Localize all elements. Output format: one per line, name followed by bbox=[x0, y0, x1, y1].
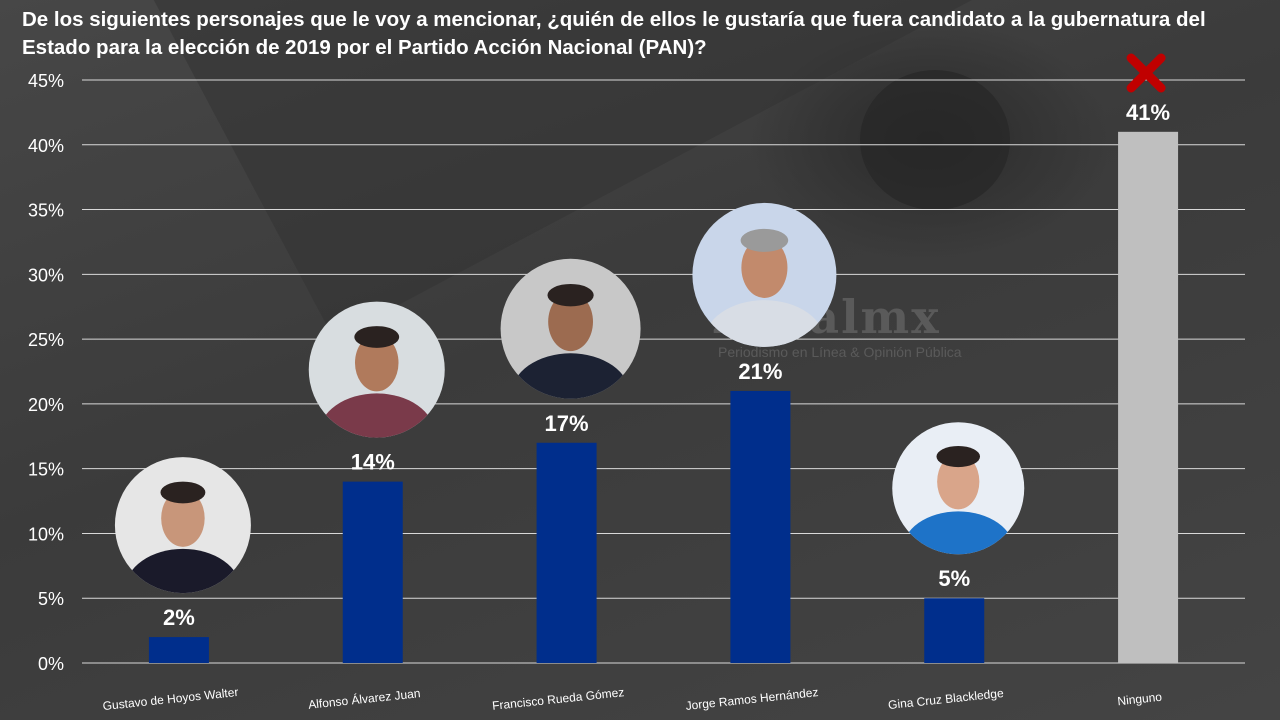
bar bbox=[730, 390, 791, 663]
data-label: 41% bbox=[1126, 100, 1170, 125]
photo-body bbox=[703, 300, 826, 347]
photo-hair bbox=[160, 481, 206, 504]
y-tick-label: 45% bbox=[28, 71, 64, 91]
bar bbox=[924, 598, 985, 663]
photo-face bbox=[548, 292, 593, 352]
y-tick-label: 30% bbox=[28, 265, 64, 285]
bar bbox=[148, 637, 209, 663]
x-tick-label: Jorge Ramos Hernández bbox=[685, 685, 819, 713]
photo-hair bbox=[740, 228, 789, 252]
background-cup bbox=[860, 70, 1010, 210]
photo-face bbox=[354, 334, 399, 392]
x-tick-label: Alfonso Álvarez Juan bbox=[307, 685, 421, 712]
y-tick-label: 35% bbox=[28, 201, 64, 221]
data-label: 21% bbox=[738, 359, 782, 384]
y-tick-label: 5% bbox=[38, 589, 64, 609]
photo-body bbox=[902, 511, 1015, 555]
y-tick-label: 20% bbox=[28, 395, 64, 415]
photo-face bbox=[937, 453, 980, 510]
bar bbox=[342, 481, 403, 663]
cross-mark-stroke bbox=[1126, 53, 1166, 93]
data-label: 2% bbox=[163, 605, 195, 630]
y-tick-label: 10% bbox=[28, 524, 64, 544]
bar bbox=[1118, 131, 1179, 664]
photo-hair bbox=[936, 445, 981, 468]
data-label: 14% bbox=[351, 450, 395, 475]
x-tick-label: Gina Cruz Blackledge bbox=[887, 686, 1004, 712]
y-tick-label: 25% bbox=[28, 330, 64, 350]
photo-hair bbox=[547, 283, 594, 307]
bar bbox=[536, 442, 597, 663]
watermark-tagline: Periodismo en Línea & Opinión Pública bbox=[718, 344, 962, 360]
photo-body bbox=[318, 393, 435, 438]
photo-hair bbox=[354, 326, 400, 348]
x-tick-label: Ninguno bbox=[1117, 690, 1163, 709]
data-label: 17% bbox=[545, 411, 589, 436]
chart-title: De los siguientes personajes que le voy … bbox=[22, 8, 1206, 59]
photo-face bbox=[741, 237, 788, 298]
y-tick-label: 15% bbox=[28, 460, 64, 480]
y-tick-label: 0% bbox=[38, 654, 64, 674]
x-tick-label: Gustavo de Hoyos Walter bbox=[102, 685, 239, 713]
photo-body bbox=[511, 353, 631, 399]
data-label: 5% bbox=[938, 566, 970, 591]
photo-face bbox=[161, 489, 205, 547]
y-tick-label: 40% bbox=[28, 136, 64, 156]
x-tick-label: Francisco Rueda Gómez bbox=[491, 685, 624, 713]
photo-body bbox=[125, 548, 241, 594]
